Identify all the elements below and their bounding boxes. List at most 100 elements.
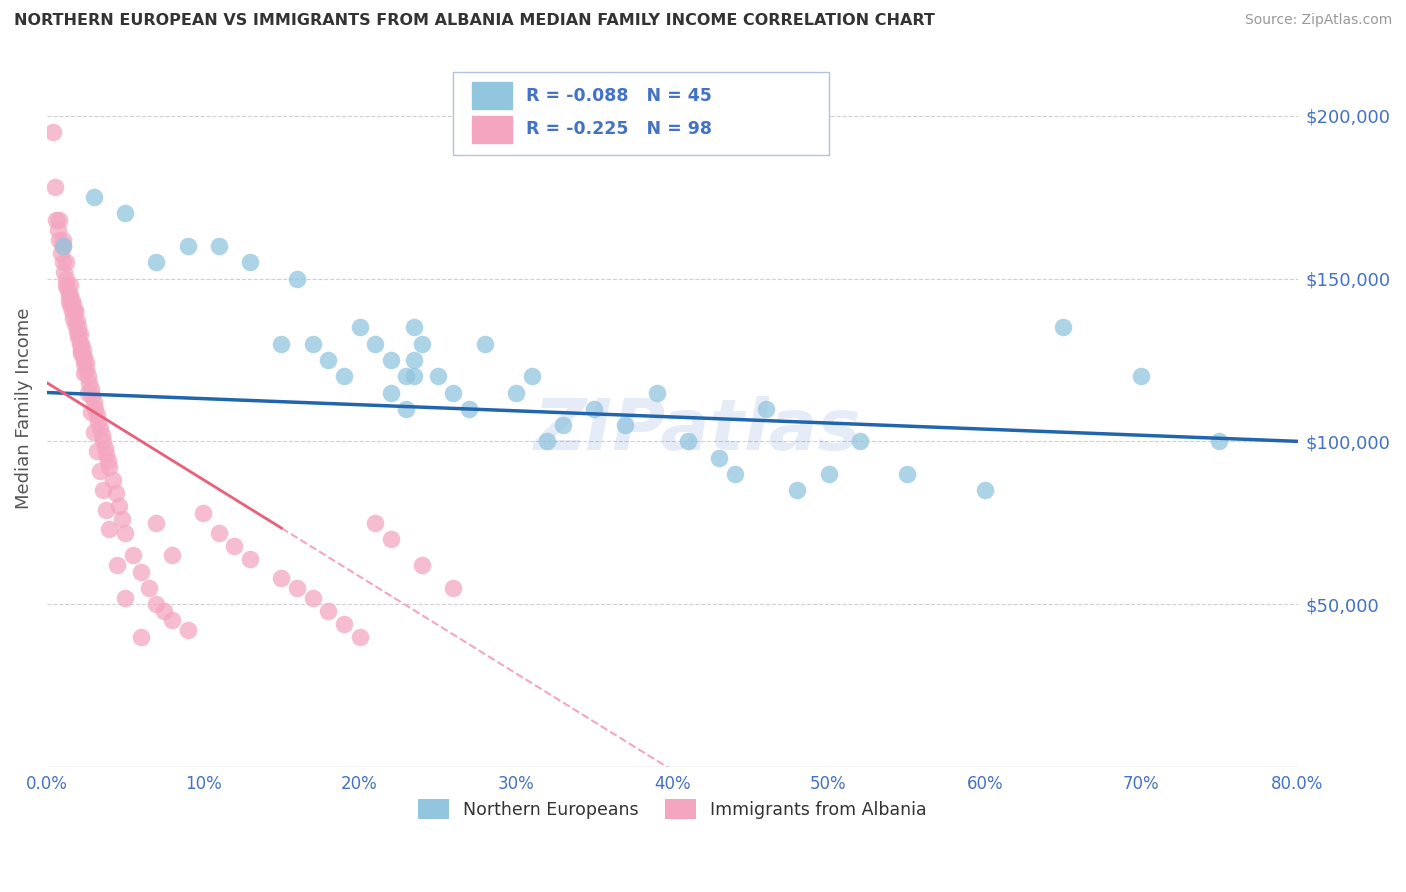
Point [145, 597, 167, 611]
Point [224, 539, 246, 553]
Point [724, 467, 747, 481]
Point [76, 385, 98, 400]
Point [101, 474, 124, 488]
Point [404, 320, 426, 334]
Point [62, 310, 84, 325]
Point [69, 336, 91, 351]
Point [48, 233, 70, 247]
Point [404, 353, 426, 368]
Point [55, 278, 77, 293]
Point [458, 401, 481, 416]
Point [145, 516, 167, 530]
Point [536, 434, 558, 449]
Point [301, 336, 323, 351]
Point [380, 385, 402, 400]
Point [614, 418, 637, 433]
Point [395, 401, 418, 416]
Point [82, 389, 104, 403]
Point [676, 434, 699, 449]
Point [91, 434, 114, 449]
Point [411, 336, 433, 351]
Point [70, 336, 93, 351]
Point [72, 343, 94, 358]
Point [973, 483, 995, 498]
Bar [472, 116, 512, 143]
Point [208, 525, 231, 540]
Point [86, 409, 108, 423]
Point [58, 288, 80, 302]
Point [90, 427, 112, 442]
Point [63, 317, 86, 331]
Point [59, 288, 82, 302]
Point [83, 190, 105, 204]
Point [83, 425, 105, 439]
Point [755, 401, 778, 416]
Point [1208, 434, 1230, 449]
Point [58, 294, 80, 309]
Point [551, 418, 574, 433]
Point [138, 581, 160, 595]
Point [76, 369, 98, 384]
Point [364, 336, 387, 351]
Point [93, 441, 115, 455]
Point [426, 369, 449, 384]
Point [333, 369, 356, 384]
Point [48, 213, 70, 227]
Point [79, 405, 101, 419]
Y-axis label: Median Family Income: Median Family Income [15, 308, 32, 509]
Point [849, 434, 872, 449]
Point [63, 304, 86, 318]
Point [239, 255, 262, 269]
Point [896, 467, 918, 481]
Point [65, 324, 87, 338]
Point [83, 395, 105, 409]
Point [285, 581, 308, 595]
Point [96, 447, 118, 461]
Point [114, 525, 136, 540]
Point [62, 297, 84, 311]
Point [73, 356, 96, 370]
Point [520, 369, 543, 384]
Point [63, 304, 86, 318]
Point [380, 532, 402, 546]
Point [364, 516, 387, 530]
Point [104, 486, 127, 500]
Point [129, 565, 152, 579]
Point [786, 483, 808, 498]
Point [73, 350, 96, 364]
Point [51, 239, 73, 253]
Point [75, 362, 97, 376]
Point [51, 255, 73, 269]
Point [59, 278, 82, 293]
Bar [472, 82, 512, 110]
Point [316, 604, 339, 618]
Point [72, 350, 94, 364]
Legend: Northern Europeans, Immigrants from Albania: Northern Europeans, Immigrants from Alba… [411, 792, 934, 826]
Point [380, 353, 402, 368]
Point [707, 450, 730, 465]
Point [111, 512, 134, 526]
Point [70, 346, 93, 360]
Point [87, 415, 110, 429]
Point [70, 343, 93, 358]
Point [441, 581, 464, 595]
Point [65, 314, 87, 328]
Point [96, 502, 118, 516]
FancyBboxPatch shape [453, 72, 828, 154]
Point [160, 549, 183, 563]
Point [301, 591, 323, 605]
Point [193, 506, 215, 520]
Point [114, 591, 136, 605]
Text: ZIPatlas: ZIPatlas [533, 396, 860, 465]
Point [67, 330, 90, 344]
Point [114, 206, 136, 220]
Point [145, 255, 167, 269]
Point [349, 320, 371, 334]
Point [1130, 369, 1153, 384]
Point [89, 464, 111, 478]
Point [79, 382, 101, 396]
Point [129, 630, 152, 644]
Point [208, 239, 231, 253]
Point [349, 630, 371, 644]
Point [316, 353, 339, 368]
